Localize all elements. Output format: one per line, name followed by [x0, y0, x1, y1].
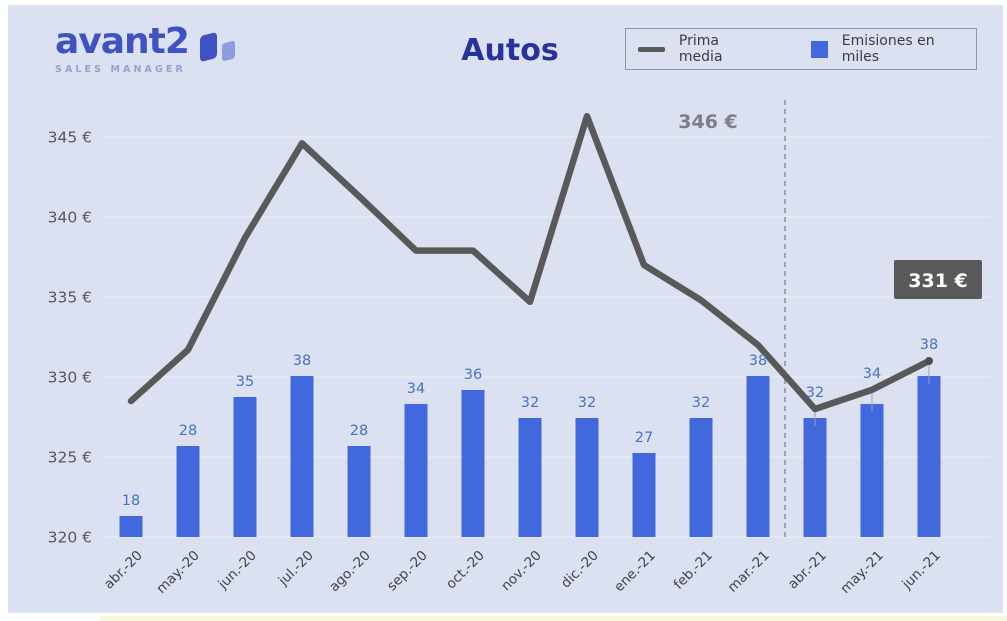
bar — [575, 418, 599, 537]
bar — [632, 453, 656, 537]
y-axis-tick-label: 345 € — [48, 129, 92, 147]
legend-item-label: Emisiones en miles — [841, 33, 935, 65]
bar-value-label: 18 — [122, 493, 140, 509]
x-axis-tick-label: ago.-20 — [326, 548, 374, 596]
legend-item: Prima media — [638, 33, 767, 65]
bar — [803, 418, 827, 537]
bar-value-label: 32 — [806, 385, 824, 401]
bar-value-label: 32 — [692, 395, 710, 411]
y-axis-tick-label: 320 € — [48, 529, 92, 547]
x-axis-tick-label: abr.-21 — [785, 548, 830, 593]
x-axis-tick-label: mar.-21 — [725, 548, 773, 596]
bar-value-label: 34 — [407, 381, 425, 397]
y-axis-tick-label: 335 € — [48, 289, 92, 307]
y-axis-tick-label: 325 € — [48, 449, 92, 467]
bar-value-label: 38 — [749, 353, 767, 369]
bar — [176, 446, 200, 537]
x-axis-tick-label: jun.-21 — [898, 548, 943, 593]
x-axis-tick-label: nov.-20 — [498, 548, 545, 595]
bar — [461, 390, 485, 537]
peak-value-annotation: 346 € — [678, 111, 738, 133]
legend-bar-swatch-icon — [810, 40, 828, 58]
spreadsheet-edge — [100, 616, 1007, 621]
chart-title: Autos — [461, 33, 559, 68]
latest-value-badge-text: 331 € — [908, 270, 968, 292]
bar — [290, 376, 314, 537]
x-axis-tick-label: jul.-20 — [275, 548, 317, 590]
x-axis-tick-label: jun.-20 — [214, 548, 259, 593]
chart-panel — [8, 5, 1003, 613]
bar — [518, 418, 542, 537]
bar — [404, 404, 428, 537]
latest-value-badge — [894, 260, 982, 299]
bar-value-label: 32 — [578, 395, 596, 411]
brand-name: avant2 — [55, 21, 190, 62]
line-end-marker-icon — [925, 357, 933, 365]
x-axis-tick-label: oct.-20 — [443, 548, 488, 593]
bar — [233, 397, 257, 537]
bar-value-label: 38 — [920, 337, 938, 353]
y-axis-tick-label: 340 € — [48, 209, 92, 227]
brand-tagline: SALES MANAGER — [55, 64, 186, 75]
x-axis-tick-label: ene.-21 — [611, 548, 659, 596]
x-axis-tick-label: may.-20 — [153, 548, 202, 597]
x-axis-tick-label: feb.-21 — [671, 548, 716, 593]
bar — [860, 404, 884, 537]
bar-value-label: 28 — [350, 423, 368, 439]
legend-item: Emisiones en miles — [810, 33, 976, 65]
bar-value-label: 34 — [863, 366, 881, 382]
brand-logo: avant2 SALES MANAGER — [55, 21, 235, 75]
bar — [689, 418, 713, 537]
bar — [746, 376, 770, 537]
bar-value-label: 38 — [293, 353, 311, 369]
x-axis-tick-label: abr.-20 — [101, 548, 146, 593]
legend-item-label: Prima media — [678, 33, 723, 65]
bar-value-label: 27 — [635, 430, 653, 446]
x-axis-tick-label: dic.-20 — [558, 548, 602, 592]
x-axis-tick-label: may.-21 — [837, 548, 886, 597]
bar-value-label: 32 — [521, 395, 539, 411]
y-axis-tick-label: 330 € — [48, 369, 92, 387]
legend: Prima media Emisiones en miles — [625, 28, 977, 70]
bar-value-label: 28 — [179, 423, 197, 439]
prima-media-line — [127, 112, 933, 413]
bar — [917, 376, 941, 537]
x-axis-tick-label: sep.-20 — [384, 548, 431, 595]
legend-line-swatch-icon — [638, 46, 665, 52]
bar — [119, 516, 143, 537]
bar-value-label: 36 — [464, 367, 482, 383]
bar-value-label: 35 — [236, 374, 254, 390]
bar — [347, 446, 371, 537]
